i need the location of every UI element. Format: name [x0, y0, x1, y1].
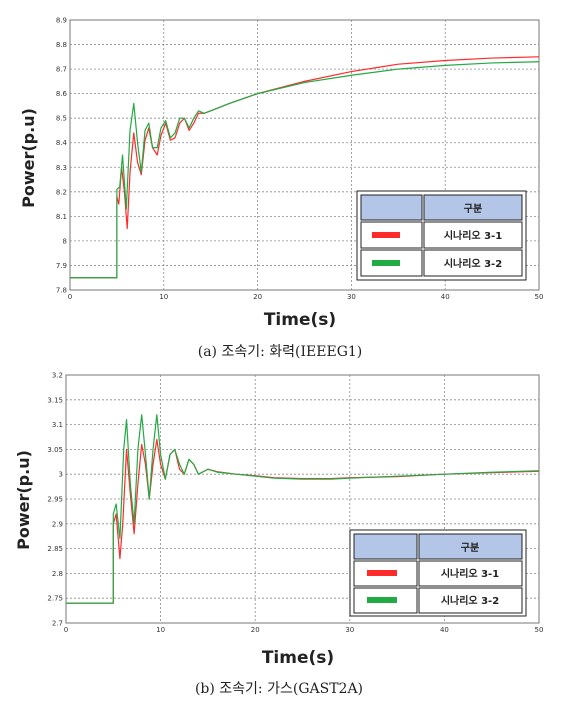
y-tick-label: 2.75: [47, 595, 63, 603]
y-tick-label: 8.6: [56, 90, 68, 98]
legend-b-label-2: 시나리오 3-2: [441, 594, 499, 607]
x-ticks-b: 0 10 20 30 40 50: [64, 626, 544, 634]
x-tick-label: 20: [251, 626, 260, 634]
y-axis-label-a: Power(p.u): [19, 108, 38, 208]
legend-a: 구분 시나리오 3-1 시나리오 3-2: [356, 190, 527, 281]
y-tick-label: 2.8: [52, 570, 63, 578]
y-tick-label: 7.8: [56, 287, 67, 295]
x-tick-label: 40: [441, 293, 450, 301]
legend-a-header-right: [423, 194, 523, 221]
x-tick-label: 0: [64, 626, 68, 634]
legend-a-swatch-1: [372, 232, 400, 238]
x-tick-label: 50: [535, 293, 544, 301]
legend-a-row1-left: [360, 221, 423, 249]
chart-a: 0 10 20 30 40 50 7.8 7.9 8 8.1 8.2 8.3 8.4 8.5 8.6 8.7…: [19, 17, 543, 361]
legend-a-header: 구분: [464, 203, 482, 215]
caption-a: (a) 조속기: 화력(IEEEG1): [198, 344, 363, 360]
y-tick-label: 2.9: [52, 520, 63, 528]
legend-b-swatch-2: [367, 597, 397, 603]
x-tick-label: 30: [345, 626, 354, 634]
y-tick-label: 2.7: [52, 620, 63, 628]
legend-a-row2-right: [423, 249, 523, 277]
y-tick-label: 8.9: [56, 17, 67, 25]
legend-a-label-2: 시나리오 3-2: [444, 257, 502, 270]
x-axis-label-a: Time(s): [264, 310, 336, 330]
y-tick-label: 8.8: [56, 41, 67, 49]
y-ticks-b: 2.7 2.75 2.8 2.85 2.9 2.95 3 3.05 3.1 3.15 3.2: [47, 372, 63, 628]
legend-b-row1-right: [418, 560, 523, 587]
legend-a-row1-right: [423, 221, 523, 249]
grid-b: [66, 375, 539, 623]
y-tick-label: 8.7: [56, 66, 67, 74]
y-tick-label: 8.3: [56, 164, 67, 172]
x-axis-label-b: Time(s): [262, 648, 334, 668]
y-tick-label: 8: [63, 237, 67, 245]
y-tick-label: 3: [59, 471, 63, 479]
series-line-2: [70, 61, 540, 279]
legend-b-header: 구분: [461, 542, 479, 554]
y-tick-label: 3.15: [47, 396, 63, 404]
y-ticks-a: 7.8 7.9 8 8.1 8.2 8.3 8.4 8.5 8.6 8.7 8.8 8.9: [56, 17, 68, 295]
x-tick-label: 50: [535, 626, 544, 634]
y-axis-label-b: Power(p.u): [14, 450, 33, 550]
series-lines-b: [66, 414, 540, 604]
chart-b: 0 10 20 30 40 50 2.7 2.75 2.8 2.85 2.9 2.95 3 3.05 3.…: [14, 372, 543, 698]
series-line-2: [66, 414, 540, 604]
legend-b-swatch-1: [367, 570, 397, 576]
legend-b-row2-left: [353, 587, 418, 614]
x-tick-label: 0: [68, 293, 72, 301]
legend-a-row2-left: [360, 249, 423, 277]
y-tick-label: 8.2: [56, 188, 67, 196]
legend-a-label-1: 시나리오 3-1: [444, 229, 502, 242]
series-lines-a: [70, 56, 540, 279]
y-tick-label: 3.2: [52, 372, 63, 380]
caption-b: (b) 조속기: 가스(GAST2A): [195, 681, 363, 697]
y-tick-label: 2.95: [47, 496, 63, 504]
legend-b-label-1: 시나리오 3-1: [441, 567, 499, 580]
x-ticks-a: 0 10 20 30 40 50: [68, 293, 544, 301]
x-tick-label: 30: [347, 293, 356, 301]
legend-b-row2-right: [418, 587, 523, 614]
y-tick-label: 2.85: [47, 545, 63, 553]
y-tick-label: 8.4: [56, 139, 68, 147]
x-tick-label: 20: [253, 293, 262, 301]
y-tick-label: 3.05: [47, 446, 63, 454]
x-tick-label: 10: [159, 293, 168, 301]
y-tick-label: 3.1: [52, 421, 63, 429]
y-tick-label: 8.1: [56, 213, 67, 221]
legend-b: 구분 시나리오 3-1 시나리오 3-2: [349, 529, 527, 617]
x-tick-label: 40: [440, 626, 449, 634]
legend-b-header-left: [353, 533, 418, 560]
y-tick-label: 7.9: [56, 262, 67, 270]
legend-b-header-right: [418, 533, 523, 560]
x-tick-label: 10: [156, 626, 165, 634]
legend-a-swatch-2: [372, 260, 400, 266]
legend-a-header-left: [360, 194, 423, 221]
y-tick-label: 8.5: [56, 115, 67, 123]
